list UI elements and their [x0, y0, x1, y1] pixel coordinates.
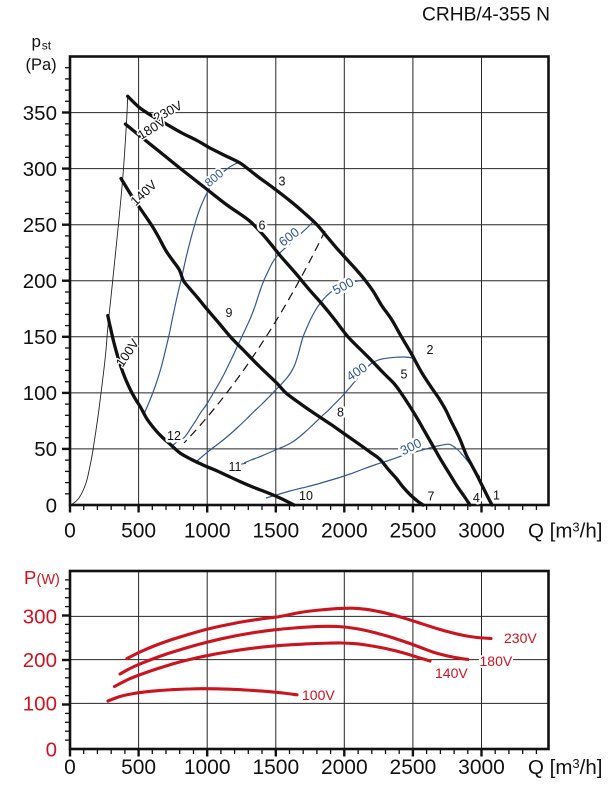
svg-text:1: 1	[493, 488, 500, 502]
svg-text:4: 4	[473, 491, 480, 505]
svg-text:1000: 1000	[184, 520, 231, 543]
svg-text:2000: 2000	[321, 756, 368, 779]
svg-text:7: 7	[428, 490, 435, 504]
svg-text:6: 6	[259, 219, 266, 233]
svg-text:10: 10	[299, 489, 313, 503]
svg-text:2: 2	[427, 343, 434, 357]
svg-text:5: 5	[401, 368, 408, 382]
svg-text:2: 2	[427, 343, 434, 357]
svg-text:2000: 2000	[321, 520, 368, 543]
svg-text:Q [m3/h]: Q [m3/h]	[528, 520, 602, 543]
svg-text:8: 8	[337, 406, 344, 420]
svg-text:1: 1	[493, 488, 500, 502]
svg-text:140V: 140V	[435, 665, 468, 681]
svg-text:4: 4	[473, 491, 480, 505]
svg-text:100: 100	[23, 382, 57, 405]
svg-text:300: 300	[23, 606, 57, 629]
svg-text:5: 5	[401, 368, 408, 382]
svg-text:100V: 100V	[302, 687, 335, 703]
svg-text:2500: 2500	[390, 520, 437, 543]
svg-text:3: 3	[279, 175, 286, 189]
svg-text:350: 350	[23, 102, 57, 125]
svg-text:3: 3	[279, 175, 286, 189]
svg-text:CRHB/4-355 N: CRHB/4-355 N	[422, 5, 550, 26]
svg-text:230V: 230V	[504, 630, 537, 646]
svg-text:9: 9	[226, 306, 233, 320]
svg-text:250: 250	[23, 214, 57, 237]
svg-text:0: 0	[46, 738, 57, 761]
svg-text:180V: 180V	[480, 653, 513, 669]
svg-text:200: 200	[23, 649, 57, 672]
svg-text:2500: 2500	[390, 756, 437, 779]
svg-text:0: 0	[64, 520, 76, 543]
svg-text:50: 50	[34, 438, 57, 461]
svg-text:300: 300	[23, 158, 57, 181]
svg-text:11: 11	[229, 460, 242, 474]
svg-text:(W): (W)	[37, 572, 60, 588]
svg-text:st: st	[42, 39, 52, 53]
svg-text:p: p	[32, 32, 41, 51]
svg-text:100V: 100V	[302, 687, 335, 703]
svg-text:9: 9	[226, 306, 233, 320]
svg-text:230V: 230V	[504, 630, 537, 646]
svg-text:0: 0	[46, 494, 57, 517]
svg-text:3000: 3000	[458, 520, 505, 543]
svg-text:12: 12	[167, 429, 181, 443]
svg-text:6: 6	[259, 219, 266, 233]
svg-text:500: 500	[121, 520, 156, 543]
svg-text:12: 12	[167, 429, 181, 443]
svg-text:200: 200	[23, 270, 57, 293]
svg-text:10: 10	[299, 489, 313, 503]
svg-text:8: 8	[337, 406, 344, 420]
svg-text:(Pa): (Pa)	[26, 56, 57, 74]
svg-text:140V: 140V	[435, 665, 468, 681]
svg-text:180V: 180V	[480, 653, 513, 669]
svg-text:1000: 1000	[184, 756, 231, 779]
svg-text:3000: 3000	[458, 756, 505, 779]
svg-text:1500: 1500	[252, 520, 299, 543]
svg-text:100: 100	[23, 693, 57, 716]
svg-text:7: 7	[428, 490, 435, 504]
svg-text:11: 11	[229, 460, 242, 474]
svg-text:500: 500	[121, 756, 156, 779]
svg-text:P: P	[24, 567, 36, 588]
svg-text:0: 0	[64, 756, 76, 779]
svg-text:1500: 1500	[252, 756, 299, 779]
svg-text:150: 150	[23, 326, 57, 349]
svg-text:Q [m3/h]: Q [m3/h]	[528, 756, 602, 779]
